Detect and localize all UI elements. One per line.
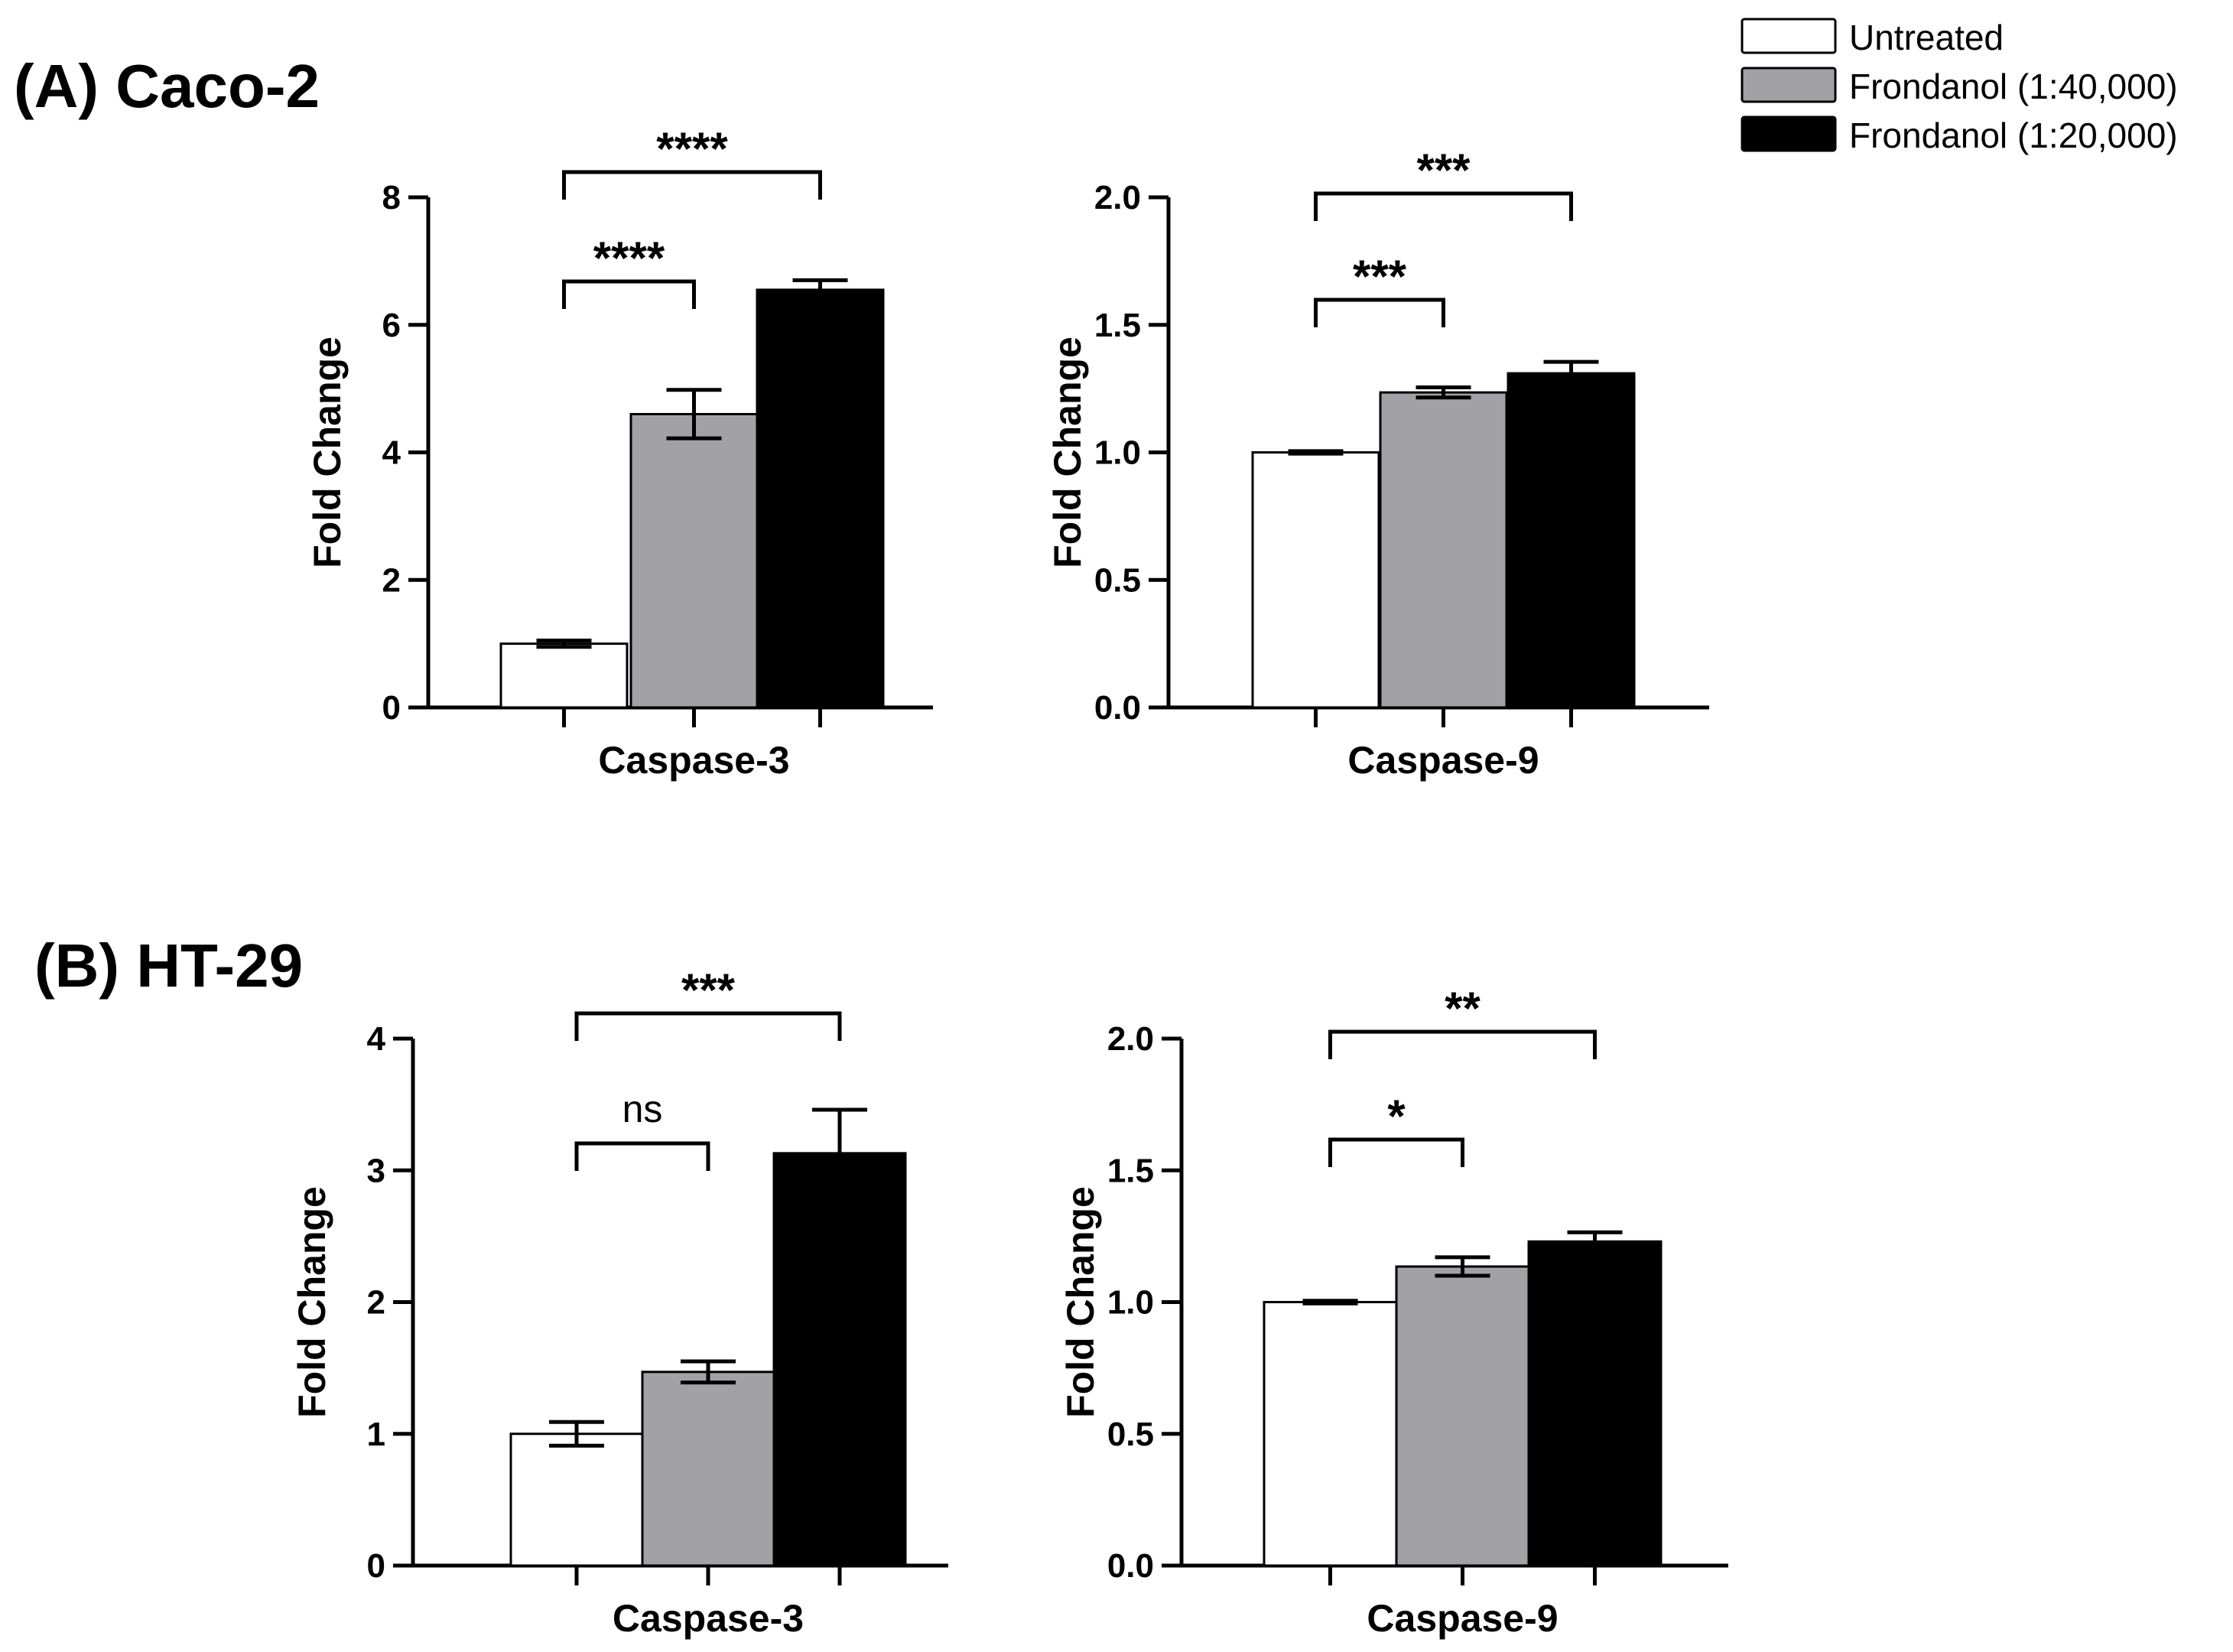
y-tick-label: 3	[367, 1152, 385, 1189]
y-tick-label: 0.5	[1094, 561, 1141, 599]
bar-frondanol-40000	[1395, 1265, 1530, 1567]
bar-frondanol-20000	[1527, 1240, 1663, 1567]
chart-caco2-caspase9: 0.0 0.5 1.0 1.5 2.0 Fold Change Caspase-9 *** **…	[1046, 145, 1709, 782]
legend: Untreated Frondanol (1:40,000) Frondanol…	[1741, 18, 2178, 155]
legend-swatch-frondanol-20000	[1741, 115, 1837, 152]
significance-bracket	[574, 1011, 842, 1041]
y-axis-label: Fold Change	[1059, 1186, 1102, 1418]
significance-bracket	[562, 279, 696, 309]
bar-frondanol-20000	[756, 288, 885, 709]
bar-frondanol-40000	[629, 412, 759, 709]
y-tick-label: 0.5	[1107, 1416, 1154, 1453]
bar-frondanol-40000	[1379, 391, 1508, 709]
y-tick-label: 2.0	[1094, 179, 1141, 216]
significance-label: ns	[622, 1088, 663, 1130]
chart-caco2-caspase3: 0 2 4 6 8 Fold Change Caspase-3 **** ****	[306, 123, 933, 782]
x-axis-label: Caspase-9	[1367, 1597, 1558, 1640]
significance-bracket	[562, 170, 822, 200]
y-axis-label: Fold Change	[306, 337, 349, 568]
significance-label: **	[1445, 983, 1481, 1034]
bar-frondanol-40000	[641, 1371, 775, 1567]
significance-label: ****	[656, 123, 728, 174]
y-tick-label: 8	[382, 179, 401, 216]
bar-untreated	[1251, 451, 1380, 709]
bar-frondanol-20000	[1507, 372, 1636, 709]
significance-bracket	[574, 1141, 710, 1171]
y-tick-label: 2	[382, 561, 401, 599]
y-tick-label: 1.0	[1107, 1284, 1154, 1322]
x-axis-label: Caspase-3	[613, 1597, 804, 1640]
y-tick-label: 2	[367, 1284, 385, 1322]
significance-bracket	[1328, 1137, 1464, 1167]
bar-untreated	[1263, 1301, 1398, 1567]
bar-untreated	[499, 642, 629, 709]
significance-bracket	[1328, 1029, 1597, 1059]
y-tick-label: 0.0	[1107, 1547, 1154, 1585]
legend-label-frondanol-20000: Frondanol (1:20,000)	[1849, 115, 2178, 155]
chart-ht29-caspase3: 0 1 2 3 4 Fold Change Caspase-3 ns ***	[291, 964, 948, 1640]
y-tick-label: 1.0	[1094, 434, 1141, 472]
legend-label-untreated: Untreated	[1849, 18, 2004, 57]
significance-bracket	[1314, 298, 1445, 327]
x-axis-label: Caspase-3	[598, 739, 789, 782]
y-axis-label: Fold Change	[1046, 337, 1089, 568]
significance-label: ***	[681, 964, 736, 1016]
y-tick-label: 2.0	[1107, 1020, 1154, 1058]
y-tick-label: 1.5	[1094, 307, 1141, 344]
significance-label: ***	[1416, 145, 1471, 196]
y-axis-label: Fold Change	[291, 1186, 333, 1418]
bar-frondanol-20000	[772, 1152, 907, 1567]
y-tick-label: 1.5	[1107, 1152, 1154, 1189]
y-tick-label: 4	[382, 434, 401, 472]
significance-bracket	[1314, 191, 1573, 221]
bar-untreated	[509, 1432, 644, 1567]
y-tick-label: 1	[367, 1416, 385, 1453]
panel-title-a: (A) Caco-2	[14, 52, 320, 120]
significance-label: ****	[593, 233, 665, 284]
y-tick-label: 0	[367, 1547, 385, 1585]
legend-swatch-frondanol-40000	[1741, 67, 1837, 103]
significance-label: *	[1387, 1091, 1406, 1142]
y-tick-label: 0	[382, 689, 401, 727]
significance-label: ***	[1353, 251, 1407, 302]
x-axis-label: Caspase-9	[1347, 739, 1539, 782]
y-tick-label: 0.0	[1094, 689, 1141, 727]
legend-label-frondanol-40000: Frondanol (1:40,000)	[1849, 67, 2178, 106]
legend-swatch-untreated	[1741, 18, 1837, 54]
y-tick-label: 6	[382, 307, 401, 344]
y-tick-label: 4	[367, 1020, 386, 1058]
panel-title-b: (B) HT-29	[34, 932, 303, 1000]
